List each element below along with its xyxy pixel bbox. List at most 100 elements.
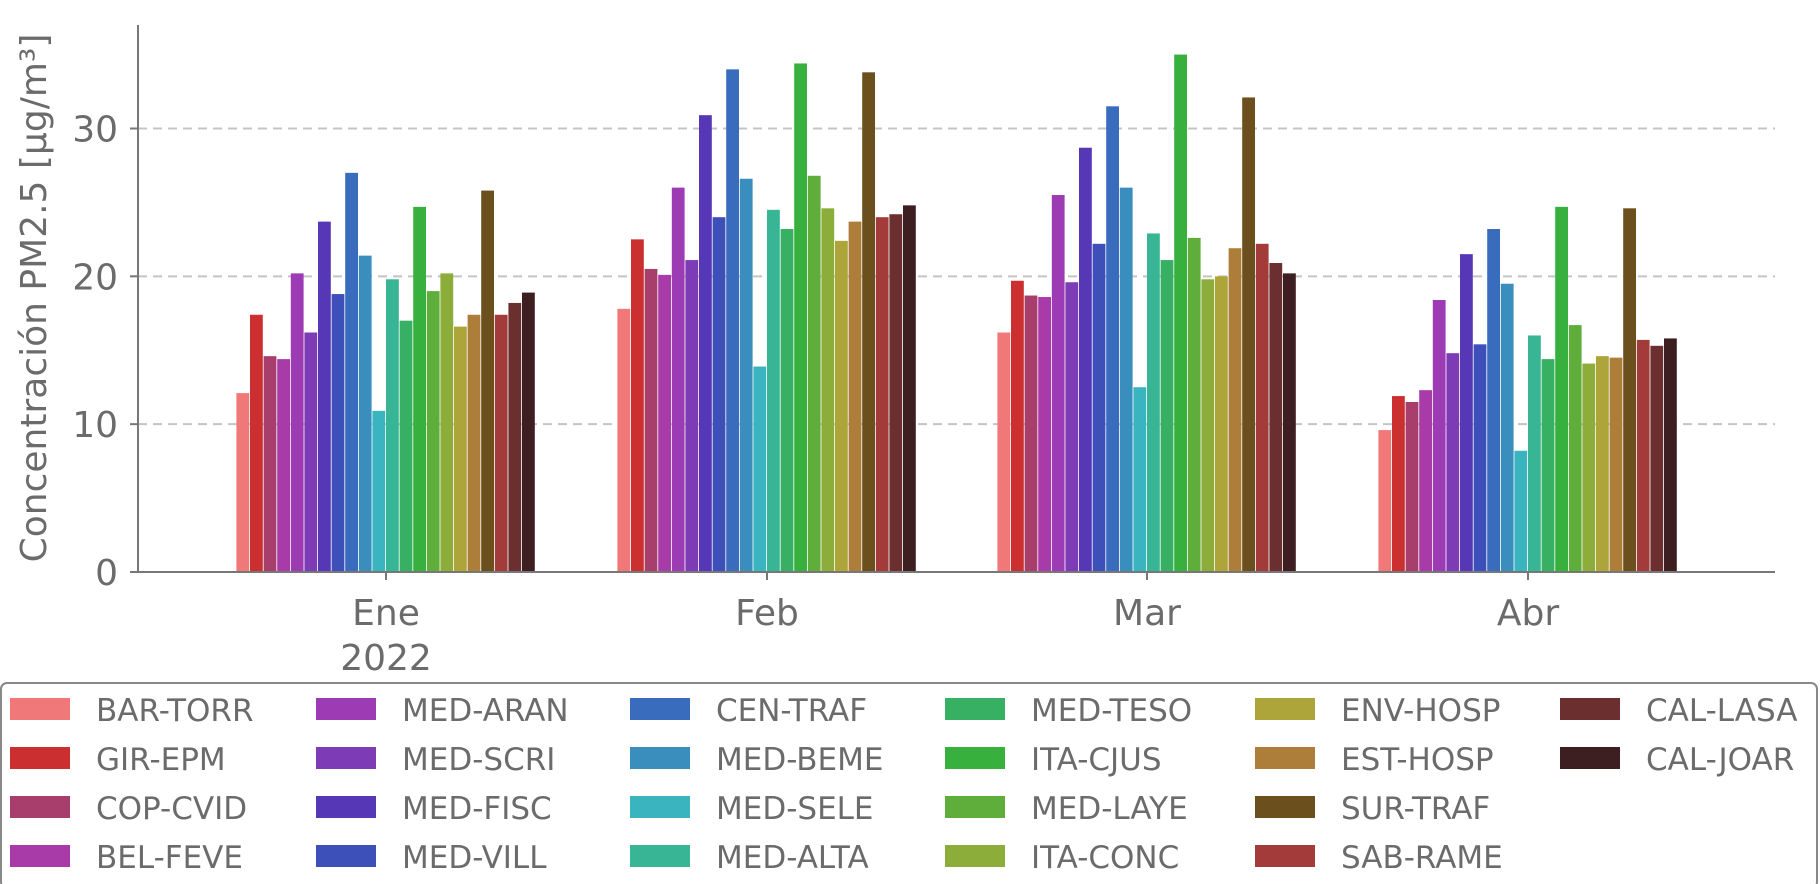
bar-est-hosp-ene (467, 314, 481, 572)
legend-label-sab-rame: SAB-RAME (1341, 840, 1503, 876)
bar-sur-traf-mar (1242, 97, 1255, 572)
y-axis-label: Concentración PM2.5 [μg/m³] (14, 34, 55, 563)
bar-med-alta-feb (767, 209, 780, 573)
bar-med-fisc-mar (1079, 147, 1092, 572)
bar-med-fisc-feb (699, 115, 712, 573)
bar-cal-lasa-feb (889, 214, 903, 573)
bar-med-laye-abr (1568, 325, 1582, 572)
bar-cal-lasa-ene (508, 302, 522, 572)
legend-swatch-bel-feve (10, 845, 70, 867)
y-tick-label: 0 (95, 553, 118, 594)
bar-ita-conc-abr (1582, 363, 1596, 572)
legend-swatch-bar-torr (10, 698, 70, 720)
bar-gir-epm-ene (250, 314, 263, 572)
bar-ita-cjus-ene (413, 206, 426, 572)
bar-med-beme-ene (358, 255, 372, 572)
bar-med-vill-mar (1092, 243, 1106, 573)
x-tick-label-mar: Mar (1113, 593, 1181, 634)
legend-label-med-alta: MED-ALTA (716, 840, 869, 876)
x-tick-label-abr: Abr (1497, 593, 1559, 634)
bar-med-fisc-abr (1460, 254, 1473, 572)
x-tick-label-feb: Feb (735, 593, 799, 634)
bar-env-hosp-mar (1215, 276, 1228, 572)
bar-bar-torr-feb (617, 308, 631, 572)
bar-med-scri-feb (685, 260, 699, 572)
bar-cen-traf-abr (1487, 229, 1500, 572)
bar-med-fisc-ene (318, 221, 331, 572)
legend-label-med-sele: MED-SELE (716, 791, 874, 827)
bars (236, 54, 1677, 573)
bar-sab-rame-ene (494, 314, 508, 572)
bar-env-hosp-feb (835, 240, 848, 572)
bar-med-aran-mar (1051, 195, 1065, 572)
bar-med-laye-ene (426, 291, 440, 572)
legend-label-cal-joar: CAL-JOAR (1646, 742, 1794, 778)
bar-cal-lasa-abr (1650, 345, 1664, 572)
x-tick-label-ene: Ene (352, 593, 420, 634)
bar-med-aran-abr (1432, 299, 1446, 572)
legend-label-ita-cjus: ITA-CJUS (1031, 742, 1162, 778)
bar-med-scri-mar (1065, 282, 1079, 572)
bar-cen-traf-mar (1106, 106, 1119, 572)
bar-med-teso-abr (1541, 359, 1555, 572)
y-tick-label: 30 (72, 109, 118, 150)
legend-label-med-scri: MED-SCRI (402, 742, 555, 778)
bar-bel-feve-abr (1419, 390, 1432, 572)
bar-env-hosp-abr (1596, 356, 1609, 572)
bar-cal-joar-feb (903, 205, 916, 573)
legend-swatch-med-laye (945, 796, 1005, 818)
bar-sab-rame-feb (875, 217, 889, 572)
legend-swatch-est-hosp (1255, 747, 1315, 769)
bar-cal-joar-ene (522, 292, 535, 572)
bar-med-sele-feb (753, 366, 767, 572)
bar-med-teso-feb (780, 229, 794, 572)
bar-med-laye-feb (807, 175, 821, 573)
legend-swatch-ita-conc (945, 845, 1005, 867)
y-tick-label: 20 (72, 257, 118, 298)
bar-med-alta-abr (1528, 335, 1541, 572)
bar-sur-traf-abr (1623, 208, 1636, 572)
bar-gir-epm-feb (631, 239, 644, 573)
bar-med-beme-abr (1500, 283, 1514, 572)
bar-med-teso-mar (1160, 260, 1174, 572)
legend-label-med-fisc: MED-FISC (402, 791, 552, 827)
legend-swatch-cop-cvid (10, 796, 70, 818)
legend-entries: BAR-TORR GIR-EPM COP-CVID BEL-FEVE MED-ARAN M… (10, 693, 1797, 876)
bar-sur-traf-ene (481, 190, 494, 572)
bar-env-hosp-ene (454, 326, 467, 572)
bar-bar-torr-abr (1378, 430, 1392, 572)
bar-est-hosp-feb (848, 221, 862, 572)
bar-cop-cvid-ene (263, 356, 277, 572)
bar-cal-joar-mar (1283, 273, 1296, 572)
bar-cop-cvid-feb (644, 268, 658, 572)
legend-label-sur-traf: SUR-TRAF (1341, 791, 1490, 827)
legend-swatch-gir-epm (10, 747, 70, 769)
x-sublabel: 2022 (340, 638, 432, 679)
legend-label-med-teso: MED-TESO (1031, 693, 1192, 729)
legend-label-cen-traf: CEN-TRAF (716, 693, 867, 729)
bar-med-vill-feb (712, 217, 726, 572)
legend-swatch-med-aran (316, 698, 376, 720)
bar-med-sele-abr (1514, 450, 1528, 572)
bar-est-hosp-mar (1228, 248, 1242, 573)
bar-med-sele-mar (1133, 387, 1147, 572)
bar-cen-traf-ene (345, 172, 358, 572)
legend-label-cop-cvid: COP-CVID (96, 791, 247, 827)
bar-cal-lasa-mar (1269, 263, 1283, 572)
legend: BAR-TORR GIR-EPM COP-CVID BEL-FEVE MED-ARAN M… (0, 682, 1818, 884)
legend-swatch-med-fisc (316, 796, 376, 818)
legend-label-bar-torr: BAR-TORR (96, 693, 254, 729)
bar-med-sele-ene (372, 410, 386, 572)
legend-label-med-vill: MED-VILL (402, 840, 547, 876)
bar-cen-traf-feb (726, 69, 739, 572)
bar-bar-torr-mar (997, 332, 1011, 572)
bar-bel-feve-ene (277, 359, 290, 572)
legend-swatch-med-vill (316, 845, 376, 867)
legend-label-med-beme: MED-BEME (716, 742, 883, 778)
bar-sab-rame-abr (1636, 339, 1650, 572)
bar-gir-epm-mar (1011, 280, 1024, 572)
legend-label-med-laye: MED-LAYE (1031, 791, 1188, 827)
bar-cop-cvid-abr (1405, 401, 1419, 572)
bar-bar-torr-ene (236, 393, 250, 572)
bar-med-vill-ene (331, 294, 345, 572)
